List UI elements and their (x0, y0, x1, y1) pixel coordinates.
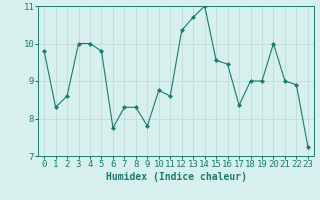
X-axis label: Humidex (Indice chaleur): Humidex (Indice chaleur) (106, 172, 246, 182)
